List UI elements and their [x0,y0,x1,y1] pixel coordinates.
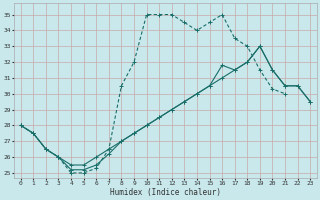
X-axis label: Humidex (Indice chaleur): Humidex (Indice chaleur) [110,188,221,197]
